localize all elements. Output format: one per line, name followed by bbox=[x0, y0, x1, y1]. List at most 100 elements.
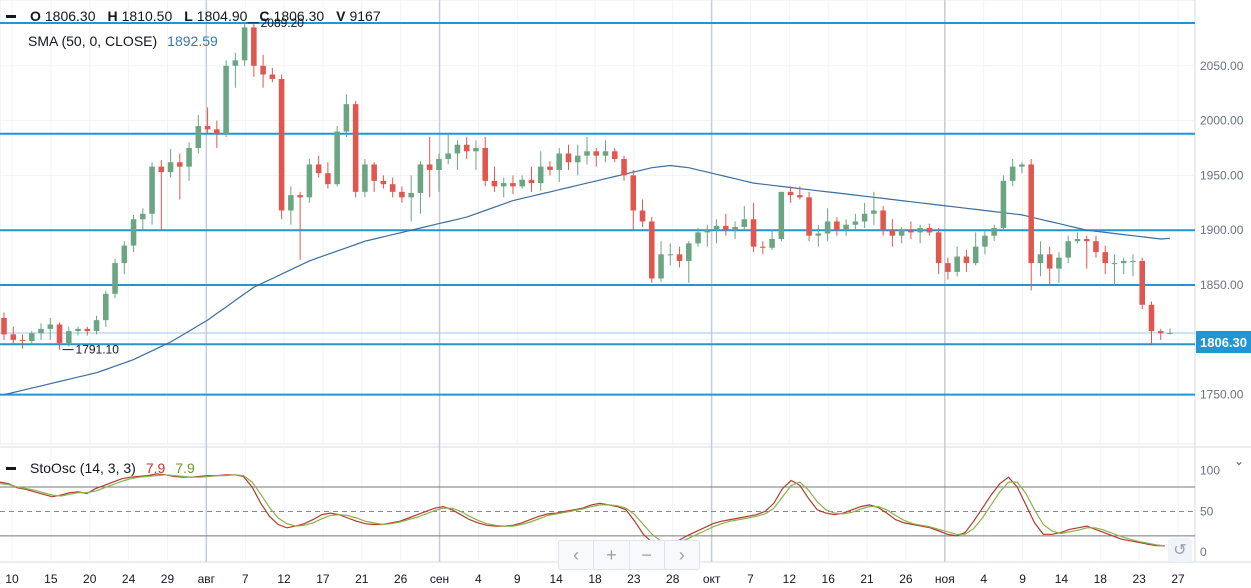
stochastic-panel bbox=[0, 473, 1195, 547]
time-tick-label: 7 bbox=[242, 572, 249, 586]
candle-body bbox=[963, 256, 970, 264]
candle-body bbox=[611, 151, 618, 159]
candle bbox=[898, 226, 905, 244]
candle bbox=[1130, 254, 1136, 277]
stoch-tick-label: 100 bbox=[1200, 464, 1220, 478]
close-value: 1806.30 bbox=[273, 8, 325, 24]
candle bbox=[750, 202, 757, 253]
sma-legend[interactable]: SMA (50, 0, CLOSE) 1892.59 bbox=[28, 33, 218, 49]
reset-chart-icon[interactable]: ↺ bbox=[1168, 538, 1192, 562]
candle bbox=[547, 161, 553, 176]
candle-body bbox=[769, 238, 775, 248]
candle bbox=[584, 137, 590, 165]
candle-body bbox=[945, 263, 951, 272]
close-label: C bbox=[259, 8, 270, 24]
candle bbox=[19, 334, 26, 349]
candle bbox=[158, 160, 165, 231]
zoom-in-button[interactable]: + bbox=[594, 541, 630, 569]
candle bbox=[611, 148, 618, 163]
time-tick-label: 28 bbox=[666, 572, 680, 586]
open-value: 1806.30 bbox=[44, 8, 96, 24]
volume-value: 9167 bbox=[349, 8, 381, 24]
scroll-right-button[interactable]: › bbox=[678, 544, 685, 565]
time-tick-label: 21 bbox=[860, 572, 874, 586]
candle-body bbox=[158, 166, 165, 173]
volume-label: V bbox=[336, 8, 346, 24]
candle bbox=[760, 241, 766, 255]
candle bbox=[834, 217, 840, 236]
stoch-menu-icon[interactable] bbox=[6, 466, 16, 470]
candle-body bbox=[713, 225, 720, 231]
candle-body bbox=[75, 328, 81, 332]
candle-body bbox=[741, 219, 748, 227]
candle bbox=[436, 153, 442, 192]
candle bbox=[565, 144, 572, 170]
candle bbox=[121, 241, 128, 275]
candle-body bbox=[436, 158, 442, 170]
candle-body bbox=[112, 263, 118, 294]
candle-body bbox=[926, 228, 933, 233]
sma-label: SMA (50, 0, CLOSE) bbox=[28, 33, 158, 49]
time-tick-label: 23 bbox=[627, 572, 641, 586]
candle-body bbox=[325, 173, 331, 185]
candle bbox=[223, 60, 229, 138]
candle bbox=[667, 243, 674, 266]
candle bbox=[824, 208, 831, 242]
candle bbox=[945, 257, 951, 280]
time-tick-label: 12 bbox=[783, 572, 797, 586]
time-tick-label: 20 bbox=[83, 572, 97, 586]
stoch-k-line bbox=[0, 473, 1166, 547]
candle-body bbox=[408, 192, 414, 198]
candle-body bbox=[1065, 241, 1071, 258]
price-tick-label: 1750.00 bbox=[1200, 388, 1244, 402]
candle bbox=[510, 175, 516, 195]
candle-body bbox=[362, 164, 368, 192]
high-annotation: 2089.20 bbox=[261, 16, 305, 30]
time-tick-label: 23 bbox=[1132, 572, 1146, 586]
candle bbox=[1, 312, 7, 340]
candle bbox=[695, 228, 701, 247]
candle bbox=[630, 169, 637, 231]
candle bbox=[177, 153, 183, 200]
stoch-legend[interactable]: StoOsc (14, 3, 3) 7.9 7.9 bbox=[6, 460, 195, 476]
time-tick-label: 9 bbox=[1019, 572, 1026, 586]
zoom-out-button[interactable]: − bbox=[630, 541, 665, 569]
candle-body bbox=[565, 153, 572, 163]
collapse-icon[interactable]: ⌄ bbox=[1233, 454, 1245, 468]
candle bbox=[278, 74, 285, 220]
main-pane-frame bbox=[0, 0, 1196, 445]
menu-icon[interactable] bbox=[6, 14, 16, 18]
candle bbox=[112, 258, 118, 299]
candle bbox=[769, 230, 775, 250]
high-label: H bbox=[107, 8, 118, 24]
candle-body bbox=[972, 246, 979, 264]
candle bbox=[686, 241, 692, 283]
candle-body bbox=[130, 219, 137, 246]
scroll-left-button[interactable]: ‹ bbox=[559, 541, 595, 569]
time-tick-label: 14 bbox=[549, 572, 563, 586]
candle-body bbox=[380, 180, 387, 185]
candle bbox=[963, 249, 970, 272]
candle-body bbox=[852, 221, 859, 225]
price-tick-label: 1900.00 bbox=[1200, 223, 1244, 237]
candle-body bbox=[1167, 332, 1173, 334]
time-tick-label: 9 bbox=[514, 572, 521, 586]
candle bbox=[917, 224, 923, 244]
candle-body bbox=[140, 213, 146, 220]
candle-body bbox=[186, 148, 192, 167]
candle bbox=[982, 230, 988, 255]
candle-body bbox=[491, 180, 498, 187]
candle bbox=[140, 208, 146, 231]
candle bbox=[908, 221, 914, 239]
candle-body bbox=[426, 164, 433, 170]
time-tick-label: сен bbox=[430, 572, 449, 586]
candle bbox=[926, 223, 933, 236]
candle bbox=[445, 133, 451, 165]
candle-body bbox=[723, 225, 729, 231]
candle-body bbox=[417, 164, 424, 193]
candle bbox=[241, 23, 248, 66]
candle-body bbox=[593, 151, 600, 156]
candle-body bbox=[667, 254, 674, 256]
low-label: L bbox=[184, 8, 193, 24]
